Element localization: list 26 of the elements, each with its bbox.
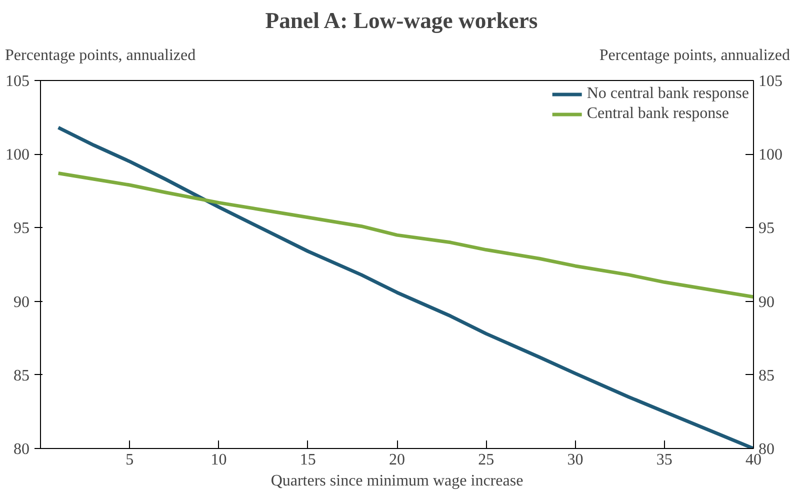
x-tick-label: 10 [210, 452, 227, 468]
y2-tick-label: 105 [758, 73, 782, 90]
x-tick-label: 5 [126, 452, 134, 468]
y-tick-label: 85 [14, 367, 30, 384]
y-tick-label: 95 [14, 220, 30, 238]
y2-tick-label: 95 [758, 220, 774, 238]
x-tick-label: 35 [656, 452, 672, 468]
y2-tick-label: 90 [758, 294, 774, 311]
x-tick-label: 20 [389, 452, 405, 468]
y-tick-label: 80 [14, 441, 30, 458]
y-tick-label: 90 [14, 294, 30, 311]
chart-title: Panel A: Low-wage workers [265, 7, 538, 35]
line-series [56, 126, 754, 448]
legend-label: Central bank response [586, 105, 730, 123]
legend-label: No central bank response [586, 85, 749, 103]
x-tick-label: 25 [478, 452, 494, 468]
y-tick-label: 105 [6, 73, 30, 90]
x-tick-label: 30 [567, 452, 584, 468]
y2-axis-title: Percentage points, annualized [599, 46, 790, 66]
x-tick-label: 15 [300, 452, 316, 468]
line-series [56, 171, 754, 299]
y-tick-label: 100 [6, 146, 30, 164]
y-axis-title: Percentage points, annualized [5, 46, 196, 66]
x-axis-title: Quarters since minimum wage increase [270, 472, 524, 490]
y2-tick-label: 100 [758, 146, 782, 164]
y2-tick-label: 85 [758, 367, 774, 384]
